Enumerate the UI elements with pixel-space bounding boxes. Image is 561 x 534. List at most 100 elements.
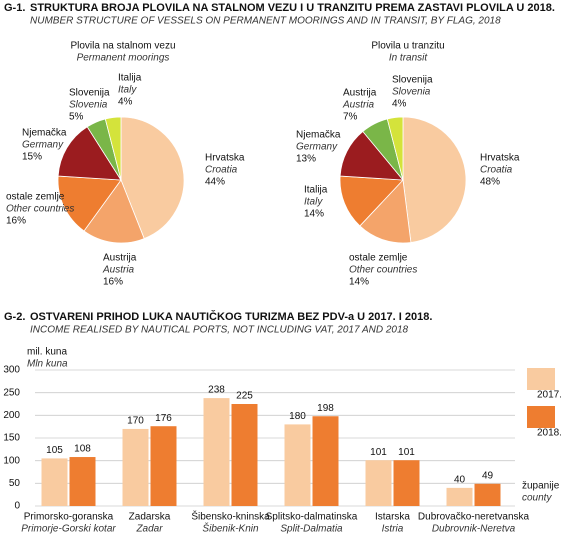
- slice-label: ostale zemlje: [349, 253, 408, 264]
- legend-swatch: [527, 406, 555, 428]
- y-tick-label: 250: [3, 387, 20, 398]
- slice-value: 4%: [118, 97, 133, 108]
- legend-label: 2018.: [537, 428, 561, 439]
- slice-label-en: Germany: [296, 142, 338, 153]
- figure-title: STRUKTURA BROJA PLOVILA NA STALNOM VEZU …: [30, 2, 555, 14]
- slice-label-en: Austria: [102, 265, 135, 276]
- x-tick-label-en: Primorje-Gorski kotar: [21, 524, 116, 534]
- bar: [203, 398, 230, 506]
- bar-value-label: 198: [317, 403, 334, 414]
- bar-value-label: 108: [74, 444, 91, 455]
- bar-value-label: 101: [398, 447, 415, 458]
- pie-slice: [359, 179, 412, 244]
- bar: [284, 424, 311, 506]
- slice-label: Njemačka: [22, 128, 67, 139]
- slice-value: 44%: [205, 177, 225, 188]
- y-tick-label: 50: [9, 478, 21, 489]
- figure-label: G-1.: [4, 2, 25, 14]
- slice-value: 7%: [343, 112, 358, 123]
- slice-value: 48%: [480, 177, 500, 188]
- pie-title: Plovila u tranzitu: [371, 41, 444, 52]
- bar: [122, 428, 149, 506]
- pie-slice: [57, 175, 122, 232]
- slice-label-en: Italy: [304, 197, 323, 208]
- y-axis-label: mil. kuna: [27, 347, 67, 358]
- pie-slice: [339, 175, 404, 227]
- slice-value: 14%: [304, 209, 324, 220]
- slice-value: 16%: [103, 277, 123, 288]
- y-tick-label: 0: [14, 501, 20, 512]
- slice-value: 14%: [349, 277, 369, 288]
- bar: [312, 416, 339, 506]
- slice-label: Austrija: [343, 88, 377, 99]
- slice-value: 5%: [69, 112, 84, 123]
- slice-label: Hrvatska: [205, 153, 245, 164]
- slice-label-en: Italy: [118, 85, 137, 96]
- x-tick-label: Dubrovačko-neretvanska: [418, 512, 530, 523]
- bar: [474, 483, 501, 506]
- bar-value-label: 170: [127, 416, 144, 427]
- pie-subtitle: Permanent moorings: [77, 53, 170, 64]
- bar-value-label: 176: [155, 413, 172, 424]
- slice-label-en: Croatia: [205, 165, 238, 176]
- legend-label: 2017.: [537, 390, 561, 401]
- bar-value-label: 105: [46, 445, 63, 456]
- bar-value-label: 238: [208, 385, 225, 396]
- slice-value: 16%: [6, 216, 26, 227]
- x-axis-label: županije: [522, 481, 560, 492]
- slice-label-en: Other countries: [349, 265, 417, 276]
- bar-value-label: 101: [370, 447, 387, 458]
- bar-value-label: 225: [236, 391, 253, 402]
- x-tick-label: Zadarska: [129, 512, 171, 523]
- x-tick-label-en: Zadar: [135, 524, 163, 534]
- slice-label-en: Austria: [342, 100, 375, 111]
- y-tick-label: 100: [3, 455, 20, 466]
- slice-label: ostale zemlje: [6, 192, 65, 203]
- slice-label: Austrija: [103, 253, 137, 264]
- x-tick-label: Istarska: [375, 512, 410, 523]
- figure-title: OSTVARENI PRIHOD LUKA NAUTIČKOG TURIZMA …: [30, 310, 432, 323]
- y-tick-label: 300: [3, 365, 20, 376]
- pie-slice: [402, 116, 467, 243]
- slice-value: 15%: [22, 152, 42, 163]
- x-tick-label-en: Split-Dalmatia: [280, 524, 343, 534]
- x-tick-label: Splitsko-dalmatinska: [266, 512, 358, 523]
- pie-slice: [57, 126, 122, 181]
- slice-label-en: Slovenia: [392, 87, 431, 98]
- figure-subtitle: INCOME REALISED BY NAUTICAL PORTS, NOT I…: [30, 325, 409, 336]
- pie-subtitle: In transit: [389, 53, 429, 64]
- x-tick-label-en: Istria: [382, 524, 404, 534]
- slice-label: Italija: [304, 185, 328, 196]
- figure-subtitle: NUMBER STRUCTURE OF VESSELS ON PERMANENT…: [30, 16, 501, 27]
- bar-value-label: 40: [454, 475, 466, 486]
- slice-label: Slovenija: [69, 88, 110, 99]
- slice-label: Slovenija: [392, 75, 433, 86]
- figure-label: G-2.: [4, 311, 25, 323]
- bar: [446, 487, 473, 506]
- pie-slice: [104, 116, 122, 181]
- bar: [365, 460, 392, 506]
- slice-label-en: Germany: [22, 140, 64, 151]
- slice-label: Italija: [118, 73, 142, 84]
- legend-swatch: [527, 368, 555, 390]
- bar-value-label: 49: [482, 470, 494, 481]
- x-tick-label-en: Šibenik-Knin: [202, 522, 259, 534]
- y-tick-label: 150: [3, 433, 20, 444]
- bar: [150, 426, 177, 506]
- slice-label-en: Other countries: [6, 204, 74, 215]
- pie-title: Plovila na stalnom vezu: [70, 41, 175, 52]
- x-tick-label: Primorsko-goranska: [24, 512, 114, 523]
- slice-label-en: Croatia: [480, 165, 513, 176]
- y-axis-label-en: Mln kuna: [27, 359, 68, 370]
- slice-value: 4%: [392, 99, 407, 110]
- bar-value-label: 180: [289, 411, 306, 422]
- y-tick-label: 200: [3, 410, 20, 421]
- bar: [231, 404, 258, 506]
- slice-label-en: Slovenia: [69, 100, 108, 111]
- bar: [41, 458, 68, 506]
- x-axis-label-en: county: [522, 493, 552, 504]
- slice-label: Njemačka: [296, 130, 341, 141]
- pie-slice: [83, 179, 145, 244]
- bar: [69, 457, 96, 506]
